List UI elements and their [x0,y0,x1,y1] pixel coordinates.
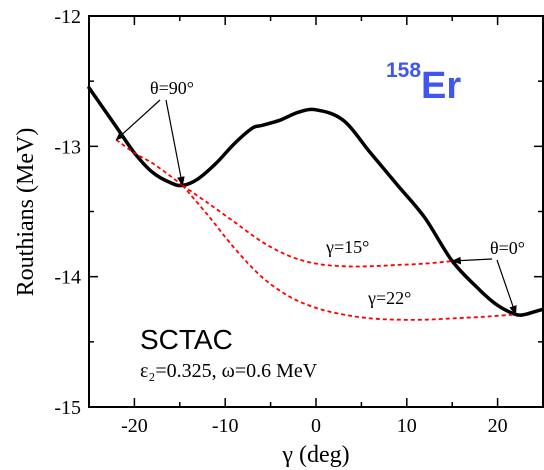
y-axis-label: Routhians (MeV) [13,128,39,297]
y-tick-label: -14 [54,267,81,289]
series-layer [87,85,544,321]
routhian-dashed-line-3 [181,184,516,321]
routhian-dashed-line-1 [115,139,184,187]
x-tick-label: -20 [121,415,148,437]
theta-90-arrow-right [165,99,185,187]
model-parameters: ε₂=0.325, ω=0.6 MeV [140,360,318,382]
x-tick-label: 10 [397,415,417,437]
nucleus-symbol: Er [421,65,461,107]
axis-tick-labels: -20 -10 0 10 20 -15 -14 -13 -12 [54,6,507,437]
theta-0-arrow-left [451,256,493,265]
gamma-22-label: γ=22° [367,288,411,308]
routhian-solid-line [87,85,544,318]
theta-90-arrow-left [115,99,161,141]
x-tick-label: -10 [212,415,239,437]
theta-0-arrow-right [496,259,517,316]
x-axis-label: γ (deg) [281,442,349,468]
x-tick-label: 20 [488,415,508,437]
nucleus-mass-number: 158 [386,59,421,82]
routhian-dashed-line-2 [181,184,453,268]
gamma-15-label: γ=15° [325,237,369,257]
axis-ticks [88,15,544,408]
x-tick-label: 0 [311,415,321,437]
annotation-arrows [115,99,517,316]
y-tick-label: -15 [54,397,81,419]
nucleus-label: 158 Er [386,59,461,107]
y-tick-label: -12 [54,6,81,28]
y-tick-label: -13 [54,136,81,158]
theta-90-label: θ=90° [150,78,194,98]
theta-0-label: θ=0° [490,238,525,258]
model-label: SCTAC [140,324,233,355]
